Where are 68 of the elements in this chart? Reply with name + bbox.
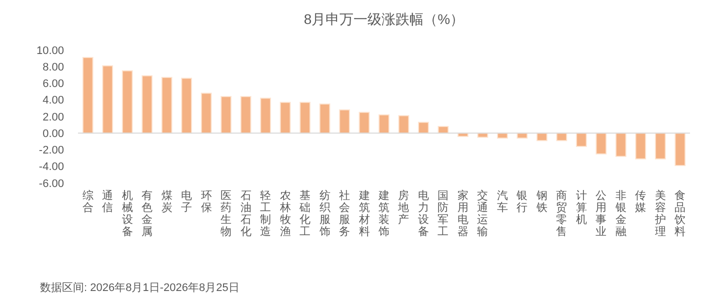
bar bbox=[635, 132, 646, 160]
y-tick-label: -6.00 bbox=[38, 178, 64, 190]
x-tick-label: 钢铁 bbox=[535, 190, 548, 214]
bar bbox=[339, 109, 350, 134]
x-tick-label: 建筑装饰 bbox=[378, 188, 390, 238]
bar bbox=[200, 92, 212, 134]
bar bbox=[220, 96, 232, 134]
x-tick-label: 环保 bbox=[200, 190, 212, 214]
bar bbox=[319, 104, 330, 134]
x-tick-label: 社会服务 bbox=[339, 188, 350, 238]
x-tick-label: 汽车 bbox=[496, 190, 508, 214]
x-tick-label: 石油石化 bbox=[240, 190, 252, 238]
y-tick-label: 10.00 bbox=[36, 44, 64, 57]
bar bbox=[300, 102, 310, 134]
x-tick-label: 电子 bbox=[181, 188, 192, 214]
x-tick-label: 非银金融 bbox=[614, 188, 626, 238]
x-tick-label: 房地产 bbox=[397, 188, 410, 226]
bar bbox=[82, 56, 94, 134]
bar bbox=[181, 78, 192, 134]
y-tick-label: 2.00 bbox=[42, 111, 64, 124]
bar bbox=[378, 114, 390, 134]
x-tick-label: 建筑材料 bbox=[358, 188, 370, 238]
bar bbox=[161, 76, 172, 134]
x-tick-label: 煤炭 bbox=[161, 190, 172, 214]
x-tick-label: 基础化工 bbox=[298, 188, 311, 238]
y-tick-label: 4.00 bbox=[42, 94, 64, 107]
y-tick-label: 8.00 bbox=[42, 61, 64, 74]
x-tick-label: 银行 bbox=[516, 190, 528, 214]
bar bbox=[596, 132, 607, 154]
x-tick-label: 国防军工 bbox=[438, 190, 449, 238]
y-tick-label: -4.00 bbox=[38, 161, 64, 174]
bar bbox=[398, 115, 410, 134]
x-tick-label: 交通运输 bbox=[477, 188, 488, 238]
bar bbox=[260, 98, 271, 134]
bar bbox=[240, 96, 252, 134]
x-tick-label: 计算机 bbox=[576, 188, 587, 226]
chart-title: 8月申万一级涨跌幅（%） bbox=[304, 11, 464, 27]
x-tick-label: 综合 bbox=[82, 188, 94, 214]
bar bbox=[142, 75, 153, 134]
x-tick-label: 有色金属 bbox=[142, 190, 153, 238]
bar bbox=[122, 70, 133, 134]
x-tick-label: 纺织服饰 bbox=[318, 188, 330, 238]
bar bbox=[102, 65, 114, 134]
x-tick-label: 美容护理 bbox=[654, 188, 666, 238]
x-tick-label: 家用电器 bbox=[457, 188, 468, 238]
y-tick-label: 0.00 bbox=[42, 128, 64, 140]
bar bbox=[556, 132, 568, 142]
x-tick-label: 医药生物 bbox=[220, 190, 232, 238]
y-tick-label: 6.00 bbox=[42, 78, 64, 90]
bar bbox=[654, 132, 666, 160]
bar bbox=[536, 132, 548, 142]
x-tick-label: 机械设备 bbox=[122, 190, 133, 238]
x-tick-label: 通信 bbox=[102, 188, 114, 214]
bar bbox=[418, 122, 429, 134]
x-tick-label: 公用事业 bbox=[596, 190, 607, 238]
x-tick-label: 传媒 bbox=[635, 190, 646, 214]
text: 数据区间: 2026年8月1日-2026年8月25日 bbox=[40, 282, 240, 294]
bar bbox=[358, 112, 370, 134]
x-tick-label: 农林牧渔 bbox=[278, 190, 291, 238]
bar bbox=[674, 132, 686, 166]
x-tick-label: 轻工制造 bbox=[260, 190, 272, 238]
x-tick-label: 食品饮料 bbox=[674, 190, 686, 238]
x-tick-label: 商贸零售 bbox=[556, 188, 568, 238]
bar bbox=[280, 102, 291, 134]
y-tick-label: -2.00 bbox=[38, 144, 64, 157]
bar bbox=[576, 132, 587, 147]
x-tick-label: 电力设备 bbox=[418, 188, 429, 238]
bar bbox=[615, 132, 626, 157]
